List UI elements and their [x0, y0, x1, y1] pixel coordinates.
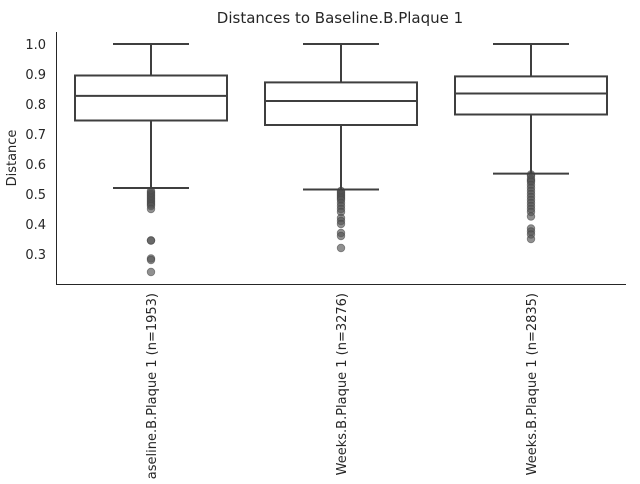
outlier-point	[526, 212, 536, 221]
outlier-point	[146, 204, 156, 214]
x-tick-label: Baseline.B.Plaque 1 (n=1953)	[145, 293, 160, 480]
iqr-box	[264, 81, 418, 126]
y-tick-label: 0.6	[25, 158, 46, 173]
y-axis-label: Distance	[5, 130, 20, 187]
y-ticks: 0.3 0.4 0.5 0.6 0.7 0.8 0.9 1.0	[25, 38, 46, 263]
x-tick-labels: Baseline.B.Plaque 1 (n=1953) Weeks.B.Plaq…	[145, 293, 540, 484]
chart-title: Distances to Baseline.B.Plaque 1	[217, 9, 463, 27]
y-tick-label: 0.7	[25, 128, 46, 143]
outlier-point	[146, 255, 156, 265]
box-group	[454, 43, 608, 244]
outlier-point	[526, 234, 536, 244]
iqr-box	[74, 74, 228, 122]
outlier-point	[336, 231, 346, 241]
outlier-point	[146, 236, 156, 245]
outlier-point	[336, 219, 346, 229]
outlier-point	[336, 243, 346, 253]
box-group	[74, 43, 228, 277]
y-tick-label: 1.0	[25, 38, 46, 53]
boxes	[74, 43, 608, 277]
y-tick-label: 0.4	[25, 218, 46, 233]
x-tick-label: Weeks.B.Plaque 1 (n=2835)	[525, 293, 540, 475]
box-group	[264, 43, 418, 253]
y-tick-label: 0.5	[25, 188, 46, 203]
outlier-point	[146, 267, 156, 277]
y-tick-label: 0.8	[25, 98, 46, 113]
y-tick-label: 0.3	[25, 248, 46, 263]
y-tick-label: 0.9	[25, 68, 46, 83]
x-tick-label: Weeks.B.Plaque 1 (n=3276)	[335, 293, 350, 475]
iqr-box	[454, 75, 608, 116]
